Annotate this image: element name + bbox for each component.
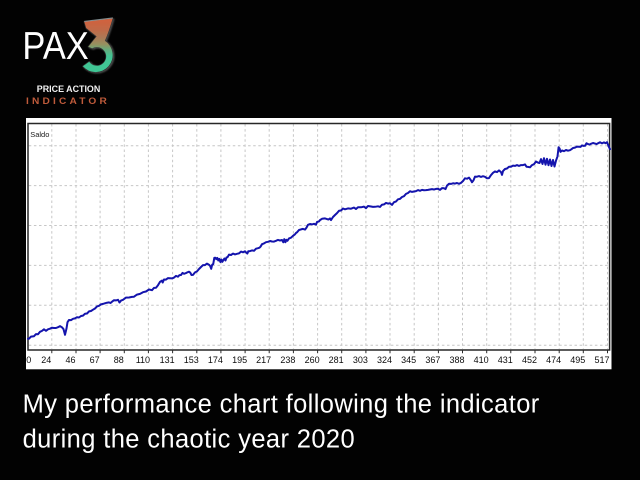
svg-text:INDICATOR: INDICATOR [26, 96, 110, 107]
svg-text:during the chaotic year 2020: during the chaotic year 2020 [23, 426, 355, 454]
svg-text:367: 367 [425, 355, 440, 365]
svg-text:195: 195 [232, 355, 247, 365]
svg-text:431: 431 [498, 355, 513, 365]
svg-text:238: 238 [280, 355, 295, 365]
svg-text:PRICE ACTION: PRICE ACTION [37, 84, 101, 95]
svg-text:110: 110 [136, 355, 150, 365]
svg-text:217: 217 [256, 355, 271, 365]
svg-text:174: 174 [208, 355, 223, 365]
svg-text:Saldo: Saldo [30, 130, 49, 139]
svg-text:324: 324 [377, 355, 392, 365]
svg-text:46: 46 [65, 355, 75, 365]
svg-text:303: 303 [353, 355, 368, 365]
svg-text:345: 345 [401, 355, 416, 365]
svg-text:388: 388 [449, 355, 464, 365]
svg-text:153: 153 [184, 355, 199, 365]
svg-text:24: 24 [41, 355, 51, 365]
svg-text:88: 88 [114, 355, 124, 365]
svg-text:0: 0 [26, 355, 31, 365]
svg-text:131: 131 [160, 355, 175, 365]
svg-text:260: 260 [305, 355, 320, 365]
svg-text:67: 67 [90, 355, 100, 365]
svg-text:495: 495 [570, 355, 585, 365]
svg-text:PAX: PAX [22, 25, 88, 68]
svg-text:281: 281 [329, 355, 344, 365]
svg-text:452: 452 [522, 355, 537, 365]
svg-text:517: 517 [594, 355, 609, 365]
svg-text:410: 410 [474, 355, 489, 365]
svg-text:My performance chart following: My performance chart following the indic… [23, 391, 540, 419]
svg-text:474: 474 [546, 355, 561, 365]
